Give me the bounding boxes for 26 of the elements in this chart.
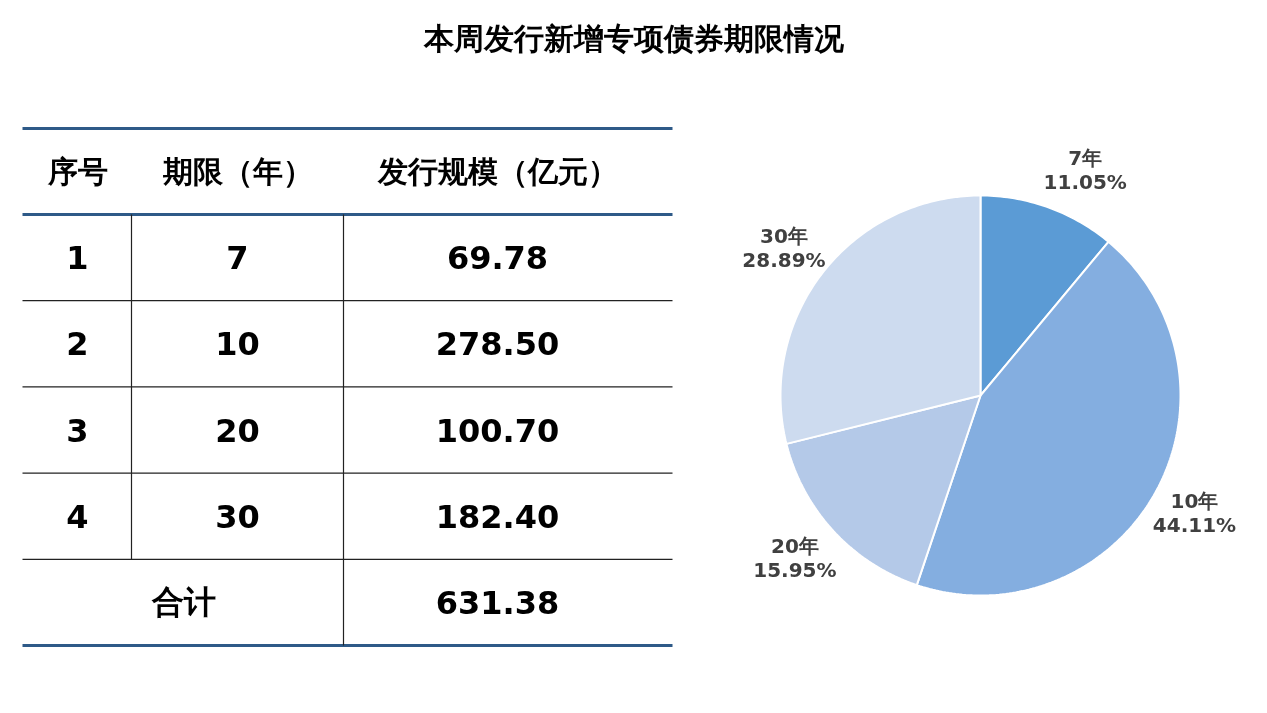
text: 1 bbox=[66, 239, 89, 278]
text: 10 bbox=[215, 325, 260, 364]
text: 30 bbox=[215, 497, 260, 536]
data-label: 11.05% bbox=[1043, 169, 1127, 194]
text: 期限（年） bbox=[161, 154, 313, 189]
text: 4 bbox=[66, 497, 89, 536]
text: 3 bbox=[66, 411, 89, 450]
slice-label: 10年 bbox=[1170, 488, 1219, 513]
slice-label: 20年 bbox=[770, 534, 819, 559]
text: 序号 bbox=[46, 154, 108, 189]
text: 合计 bbox=[150, 583, 216, 622]
text: 100.70 bbox=[435, 411, 560, 450]
text: 发行规模（亿元） bbox=[376, 154, 618, 189]
data-label: 28.89% bbox=[742, 247, 826, 272]
text: 7 bbox=[226, 239, 249, 278]
data-label: 15.95% bbox=[753, 558, 837, 583]
text: 182.40 bbox=[435, 497, 560, 536]
text: 69.78 bbox=[446, 239, 549, 278]
text: 20 bbox=[215, 411, 260, 450]
slice-label: 30年 bbox=[760, 223, 808, 248]
text: 278.50 bbox=[435, 325, 560, 364]
text: 2 bbox=[66, 325, 89, 364]
text: 631.38 bbox=[435, 583, 560, 622]
slice-label: 7年 bbox=[1068, 145, 1103, 170]
chart-title: 本周发行新增专项债券期限情况 bbox=[422, 21, 845, 56]
data-label: 44.11% bbox=[1152, 512, 1237, 537]
